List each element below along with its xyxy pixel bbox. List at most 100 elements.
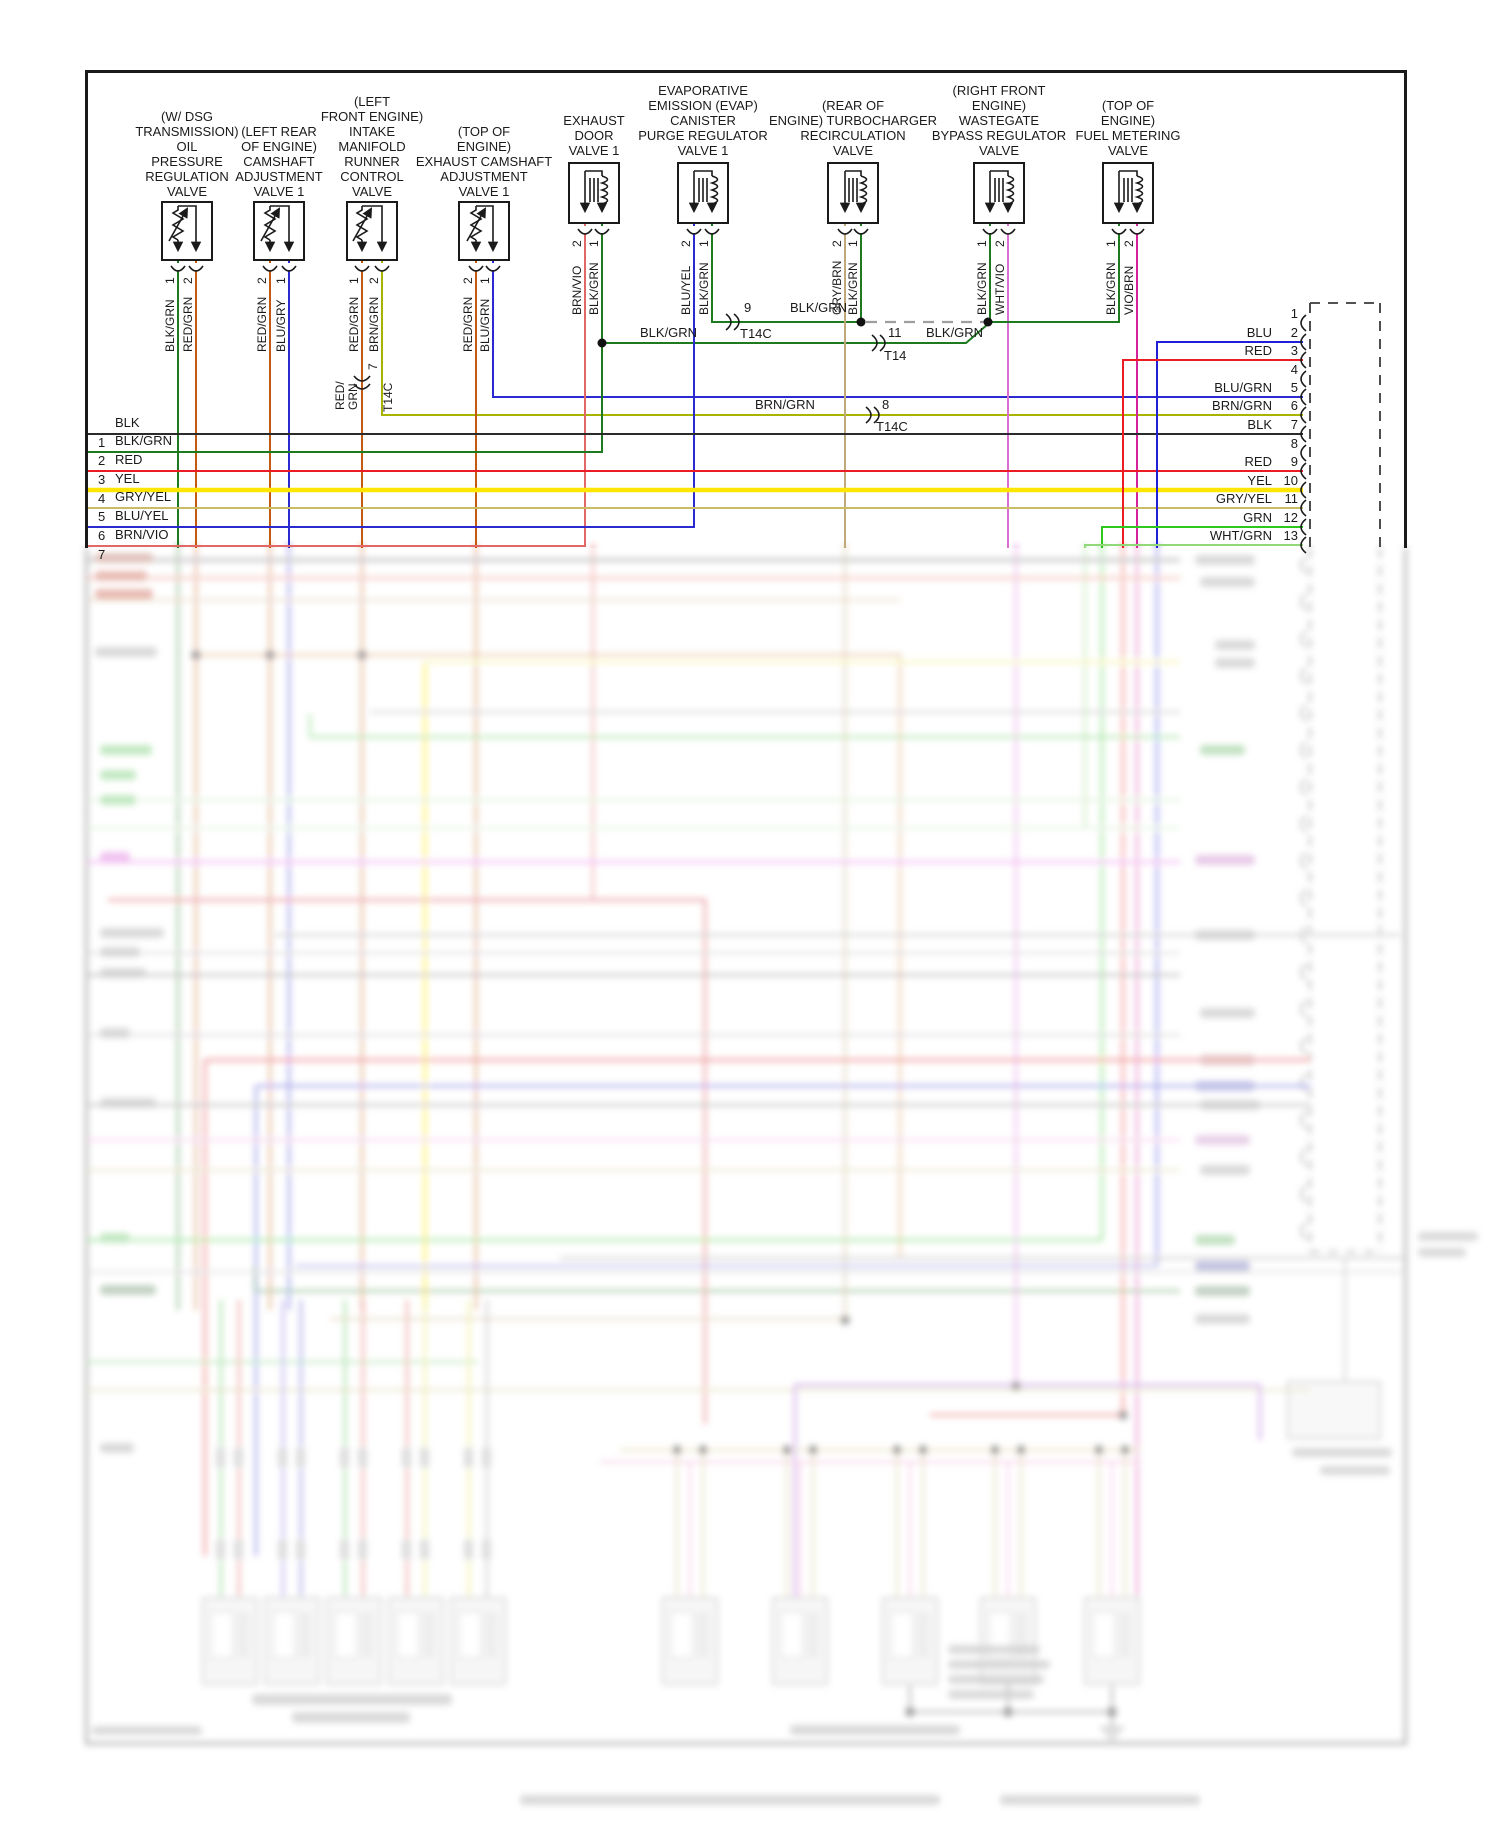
left-wire-rows: BLK 1 BLK/GRN 2 RED 3 YEL 4 GRY/YEL 5 BL… — [98, 415, 172, 562]
component-label-line: (RIGHT FRONT — [953, 83, 1046, 98]
row-label: BLK — [115, 415, 140, 430]
pin-label: GRN — [1243, 510, 1272, 525]
valve-box — [1102, 162, 1154, 224]
row-label: BLU/YEL — [115, 508, 168, 523]
pin-number: 6 — [1291, 398, 1298, 413]
component-label-line: VALVE — [352, 184, 392, 199]
wire-label: BLK/GRN — [846, 262, 860, 315]
valve-box — [677, 162, 729, 224]
component-label-line: (W/ DSG — [161, 109, 213, 124]
component-label-line: OIL — [177, 139, 198, 154]
splice-dot — [597, 338, 607, 348]
component-label-line: VALVE 1 — [678, 143, 729, 158]
wire-label: BLK/GRN — [163, 299, 177, 352]
wire-label: BRN/VIO — [570, 266, 584, 315]
wire-pin: 1 — [1104, 240, 1118, 247]
inline-connector-t14c-8: 8 T14C BRN/GRN — [755, 397, 908, 434]
component-label-line: TRANSMISSION) — [135, 124, 238, 139]
wire-pin: 2 — [830, 240, 844, 247]
component-label-line: (TOP OF — [458, 124, 510, 139]
valve-box — [346, 201, 398, 261]
splice-number: 9 — [744, 300, 751, 315]
row-number: 3 — [98, 472, 105, 487]
wire-label: RED/GRN — [347, 297, 361, 352]
component-label-line: VALVE — [1108, 143, 1148, 158]
component-evap-canister-purge-regulator-valve-1: EVAPORATIVE EMISSION (EVAP) CANISTER PUR… — [638, 83, 768, 315]
component-label-line: VALVE — [979, 143, 1019, 158]
wire-pin: 2 — [679, 240, 693, 247]
component-turbocharger-recirculation-valve: (REAR OF ENGINE) TURBOCHARGER RECIRCULAT… — [769, 98, 937, 315]
wire-pin: 2 — [255, 277, 269, 284]
row-number: 5 — [98, 509, 105, 524]
pin-label: RED — [1245, 454, 1272, 469]
pin-label: BLU/GRN — [1214, 380, 1272, 395]
splice-number: 8 — [882, 397, 889, 412]
wire-pin: 1 — [697, 240, 711, 247]
component-label-line: BYPASS REGULATOR — [932, 128, 1066, 143]
row-number: 4 — [98, 491, 105, 506]
row-number: 6 — [98, 528, 105, 543]
component-wastegate-bypass-regulator-valve: (RIGHT FRONT ENGINE) WASTEGATE BYPASS RE… — [932, 83, 1066, 315]
pin-number: 9 — [1291, 454, 1298, 469]
component-label-line: PRESSURE — [151, 154, 223, 169]
wire-label: RED/GRN — [461, 297, 475, 352]
valve-box — [253, 201, 305, 261]
inline-connector-t14c-7: RED/ GRN 7 T14C — [333, 363, 395, 412]
component-label-line: INTAKE — [349, 124, 395, 139]
component-intake-manifold-runner-control-valve: (LEFT FRONT ENGINE) INTAKE MANIFOLD RUNN… — [321, 94, 423, 412]
component-label-line: CONTROL — [340, 169, 404, 184]
pin-label: BLK — [1247, 417, 1272, 432]
pin-label: BLU — [1247, 325, 1272, 340]
blurred-lower-diagram — [84, 544, 1478, 1805]
component-fuel-metering-valve: (TOP OF ENGINE) FUEL METERING VALVE 1 BL… — [1076, 98, 1181, 315]
net-label-blk-grn: BLK/GRN — [640, 325, 697, 340]
wire-pin: 1 — [587, 240, 601, 247]
pin-number: 12 — [1284, 510, 1298, 525]
component-label-line: FRONT ENGINE) — [321, 109, 423, 124]
component-label-line: MANIFOLD — [338, 139, 405, 154]
component-label-line: REGULATION — [145, 169, 229, 184]
component-label-line: VALVE 1 — [459, 184, 510, 199]
row-number: 7 — [98, 547, 105, 562]
component-label-line: ADJUSTMENT — [440, 169, 527, 184]
component-exhaust-door-valve-1: EXHAUST DOOR VALVE 1 2 BRN/VIO 1 BLK/GRN — [563, 113, 624, 315]
net-label-brn-grn: BRN/GRN — [755, 397, 815, 412]
pin-label: BRN/GRN — [1212, 398, 1272, 413]
pin-arcs — [1300, 314, 1307, 554]
wire-label: RED/GRN — [181, 297, 195, 352]
splice-connector-name: T14C — [740, 326, 772, 341]
wire-pin: 2 — [570, 240, 584, 247]
net-label-blk-grn: BLK/GRN — [790, 300, 847, 315]
wire-pin: 1 — [975, 240, 989, 247]
component-oil-pressure-regulation-valve: (W/ DSG TRANSMISSION) OIL PRESSURE REGUL… — [135, 109, 238, 352]
pin-label: RED — [1245, 343, 1272, 358]
inline-connector-t14c-9: 9 T14C BLK/GRN — [725, 300, 847, 341]
wire-pin: 2 — [993, 240, 1007, 247]
row-label: BLK/GRN — [115, 433, 172, 448]
wire-label: BLK/GRN — [587, 262, 601, 315]
splice-connector-name: T14 — [884, 348, 906, 363]
component-label-line: EVAPORATIVE — [658, 83, 748, 98]
wire-pin: 2 — [461, 277, 475, 284]
component-label-line: DOOR — [575, 128, 614, 143]
wire-label: BLU/YEL — [679, 265, 693, 315]
wire-pin: 2 — [181, 277, 195, 284]
component-label-line: WASTEGATE — [959, 113, 1040, 128]
ecm-connector: 1 2 BLU 3 RED 4 5 BLU/GRN 6 BRN/GRN 7 BL… — [1210, 302, 1381, 554]
component-label-line: (LEFT REAR — [241, 124, 317, 139]
wire-pin: 1 — [347, 277, 361, 284]
pin-number: 11 — [1285, 491, 1299, 506]
wire-pin: 1 — [846, 240, 860, 247]
diagram-frame — [85, 70, 1407, 548]
component-label-line: EXHAUST — [563, 113, 624, 128]
component-label-line: (REAR OF — [822, 98, 884, 113]
wire-label: WHT/VIO — [993, 264, 1007, 315]
component-exhaust-camshaft-adjustment-valve-1: (TOP OF ENGINE) EXHAUST CAMSHAFT ADJUSTM… — [416, 124, 552, 352]
component-label-line: (LEFT — [354, 94, 390, 109]
wire-pin: 1 — [478, 277, 492, 284]
row-label: BRN/VIO — [115, 527, 168, 542]
wire-label: BLU/GRY — [274, 300, 288, 352]
valve-box — [161, 201, 213, 261]
wire-label: RED/GRN — [255, 297, 269, 352]
